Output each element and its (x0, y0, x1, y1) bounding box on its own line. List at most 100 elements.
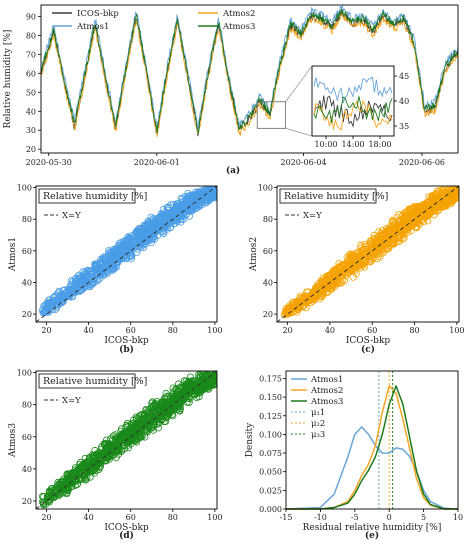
scatter-point (198, 378, 207, 386)
scatter-point (127, 425, 135, 433)
scatter-point (147, 421, 155, 429)
scatter-point (71, 468, 80, 477)
scatter-point (375, 228, 383, 236)
scatter-point (176, 407, 184, 415)
y-tick-label: 40 (263, 278, 273, 287)
scatter-point (124, 444, 132, 452)
scatter-point (117, 446, 125, 454)
scatter-point (147, 221, 155, 229)
scatter-point (184, 197, 192, 205)
inset-y-tick-label: 40 (399, 97, 409, 106)
zoom-region (256, 101, 286, 129)
scatter-point (281, 308, 290, 316)
scatter-point (195, 201, 203, 209)
scatter-point (454, 186, 459, 191)
scatter-point (48, 492, 56, 500)
panel-b: 20 40 60 80 100 20 40 60 80 100 Relative humidity … (8, 184, 223, 355)
inset-series-line (313, 76, 393, 104)
x-tick-label: 5 (421, 513, 426, 522)
scatter-point (138, 235, 146, 243)
scatter-point (84, 266, 92, 274)
scatter-point (334, 278, 342, 286)
scatter-point (348, 252, 356, 260)
scatter-point (103, 452, 111, 461)
reference-line-x-equals-y (35, 185, 218, 323)
y-tick-label: 40 (22, 278, 32, 287)
x-tick-label: 20 (41, 513, 51, 522)
scatter-point (144, 220, 152, 228)
scatter-point (64, 288, 72, 296)
scatter-point (46, 302, 54, 310)
scatter-point (382, 228, 390, 236)
scatter-point (144, 229, 152, 237)
scatter-point (134, 416, 142, 424)
axes-frame (276, 185, 460, 323)
scatter-point (114, 438, 122, 446)
scatter-point (285, 307, 294, 315)
x-tick-label: 100 (207, 513, 222, 522)
scatter-point (403, 221, 411, 229)
y-tick-label: 60 (263, 247, 273, 256)
scatter-point (389, 218, 397, 227)
scatter-point (359, 249, 367, 257)
scatter-point (53, 299, 61, 307)
scatter-point (313, 282, 321, 291)
scatter-point (176, 403, 184, 411)
scatter-point (283, 310, 291, 318)
scatter-point (39, 308, 47, 317)
scatter-point (156, 412, 165, 420)
title-box (279, 188, 377, 204)
scatter-point (142, 414, 150, 422)
scatter-point (398, 230, 407, 238)
x-tick-label: 40 (84, 513, 94, 522)
y-tick-label: 100 (17, 184, 32, 193)
y-tick-label: 100 (258, 184, 273, 193)
scatter-point (177, 201, 185, 209)
scatter-point (411, 206, 419, 214)
scatter-point (68, 282, 76, 291)
scatter-point (348, 254, 356, 262)
scatter-point (377, 246, 385, 254)
scatter-point (291, 304, 300, 312)
y-tick-label: 80 (26, 31, 36, 40)
scatter-point (182, 381, 190, 389)
legend-label: μ₂2 (311, 419, 325, 429)
panel-label: (b) (119, 344, 134, 355)
scatter-point (113, 437, 121, 445)
panel-label: (e) (365, 530, 379, 541)
inset-connector (285, 65, 313, 102)
scatter-point (212, 189, 217, 197)
scatter-point (156, 404, 164, 412)
y-tick-label: 80 (263, 215, 273, 224)
scatter-point (399, 235, 407, 243)
inset-series-line (313, 96, 393, 124)
scatter-point (188, 204, 196, 212)
scatter-point (400, 234, 408, 242)
scatter-point (186, 205, 195, 213)
scatter-point (83, 458, 92, 466)
scatter-point (126, 234, 134, 242)
legend-label: ICOS-bkp (77, 9, 119, 19)
panel-title: Relative humidity [%] (284, 191, 388, 202)
x-tick-label: 60 (126, 326, 136, 335)
scatter-point (117, 243, 125, 251)
scatter-point (344, 269, 352, 277)
scatter-point (168, 209, 176, 217)
legend-label: X=Y (62, 396, 81, 406)
scatter-point (407, 222, 416, 230)
scatter-point (109, 441, 117, 450)
legend-label: μ₁1 (311, 408, 325, 418)
scatter-point (155, 218, 163, 226)
scatter-point (192, 192, 200, 200)
scatter-point (157, 210, 165, 218)
scatter-point (355, 262, 363, 270)
scatter-point (202, 193, 210, 201)
y-axis-label: Density (245, 422, 255, 457)
x-axis-label: ICOS-bkp (104, 336, 149, 346)
x-tick-label: 60 (367, 326, 377, 335)
scatter-point (106, 442, 114, 450)
y-tick-label: 90 (26, 12, 36, 21)
scatter-point (64, 476, 72, 484)
legend-label: X=Y (62, 211, 81, 221)
